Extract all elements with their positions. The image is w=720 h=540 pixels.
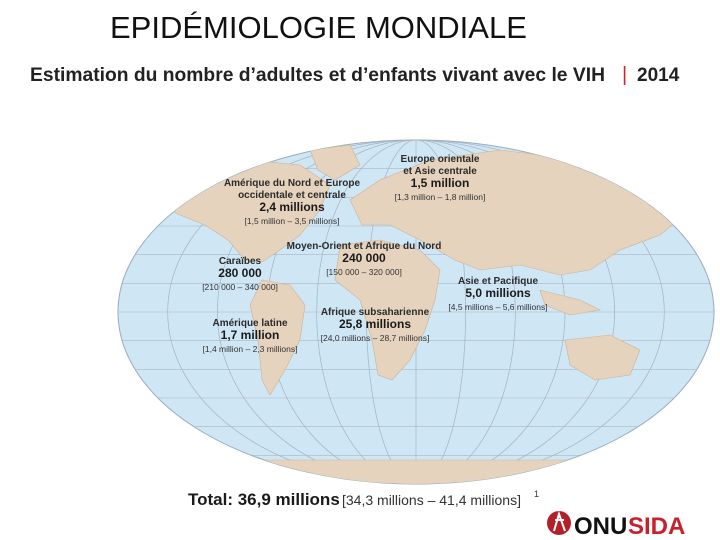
logo-onu: ONU	[574, 513, 627, 540]
region-name: Moyen-Orient et Afrique du Nord	[287, 241, 442, 252]
region-range: [150 000 – 320 000]	[326, 267, 402, 277]
region-name: Amérique latine	[212, 318, 287, 329]
region-name: Caraïbes	[219, 256, 262, 267]
total-label: Total: 36,9 millions	[188, 490, 340, 509]
region-range: [210 000 – 340 000]	[202, 282, 278, 292]
region-name: Amérique du Nord et Europe	[224, 178, 361, 189]
region-range: [1,5 million – 3,5 millions]	[245, 216, 340, 226]
region-range: [1,4 million – 2,3 millions]	[203, 344, 298, 354]
separator: |	[622, 64, 627, 86]
region-value: 240 000	[342, 251, 386, 265]
region-value: 2,4 millions	[259, 200, 325, 214]
region-name: occidentale et centrale	[238, 190, 346, 201]
region-name: Europe orientale	[401, 154, 480, 165]
region-range: [1,3 million – 1,8 million]	[395, 192, 486, 202]
logo: ONU SIDA	[547, 510, 685, 540]
region-range: [4,5 millions – 5,6 millions]	[448, 302, 547, 312]
total-range: [34,3 millions – 41,4 millions]	[342, 492, 521, 508]
year: 2014	[637, 65, 680, 86]
logo-sida: SIDA	[628, 513, 685, 540]
region-value: 5,0 millions	[465, 286, 531, 300]
region-name: Afrique subsaharienne	[321, 307, 430, 318]
region-name: Asie et Pacifique	[458, 276, 538, 287]
region-name: et Asie centrale	[403, 166, 477, 177]
map-subtitle: Estimation du nombre d’adultes et d’enfa…	[30, 65, 605, 86]
region-range: [24,0 millions – 28,7 millions]	[321, 333, 430, 343]
region-value: 25,8 millions	[339, 317, 411, 331]
slide-title: EPIDÉMIOLOGIE MONDIALE	[110, 10, 527, 45]
region-value: 1,5 million	[411, 176, 470, 190]
region-value: 1,7 million	[221, 328, 280, 342]
region-value: 280 000	[218, 266, 262, 280]
footnote-mark: 1	[534, 489, 539, 499]
